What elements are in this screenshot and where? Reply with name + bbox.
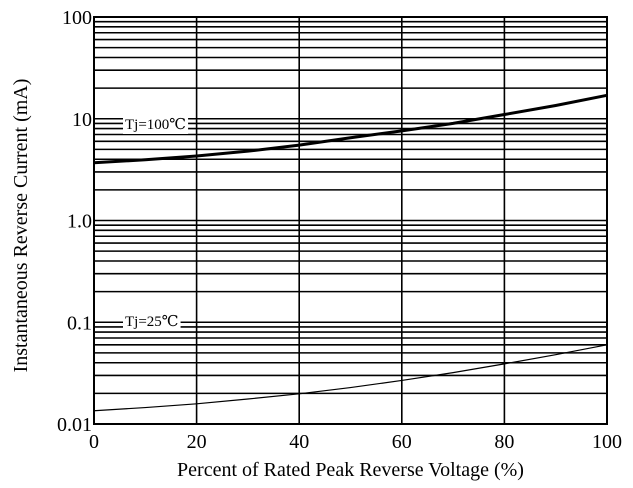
plot-frame bbox=[93, 16, 608, 425]
tick-labels: 0 20 40 60 80 100 0.01 0.1 1.0 10 100 bbox=[57, 7, 622, 453]
series-label-bg bbox=[123, 313, 181, 331]
x-tick-label: 80 bbox=[494, 431, 514, 453]
series-label-2: Tj=25℃ bbox=[125, 314, 179, 330]
x-axis-title: Percent of Rated Peak Reverse Voltage (%… bbox=[177, 459, 524, 481]
y-axis-title: Instantaneous Reverse Current (mA) bbox=[10, 79, 32, 373]
series-label-bg bbox=[123, 116, 189, 134]
y-tick-label: 0.1 bbox=[67, 312, 92, 334]
x-tick-label: 60 bbox=[392, 431, 412, 453]
series-annotations: Tj=100℃ Tj=25℃ bbox=[123, 116, 189, 331]
y-tick-label: 10 bbox=[72, 109, 92, 131]
x-tick-label: 0 bbox=[89, 431, 99, 453]
series-line-1 bbox=[93, 93, 608, 165]
y-tick-label: 1.0 bbox=[67, 211, 92, 233]
x-tick-label: 20 bbox=[187, 431, 207, 453]
series-lines bbox=[93, 93, 608, 412]
series-line-2 bbox=[93, 344, 608, 412]
y-tick-label: 0.01 bbox=[57, 414, 92, 436]
x-tick-label: 40 bbox=[289, 431, 309, 453]
y-tick-label: 100 bbox=[62, 7, 92, 29]
grid bbox=[93, 16, 608, 425]
series-label-1: Tj=100℃ bbox=[125, 117, 186, 133]
x-tick-label: 100 bbox=[592, 431, 622, 453]
